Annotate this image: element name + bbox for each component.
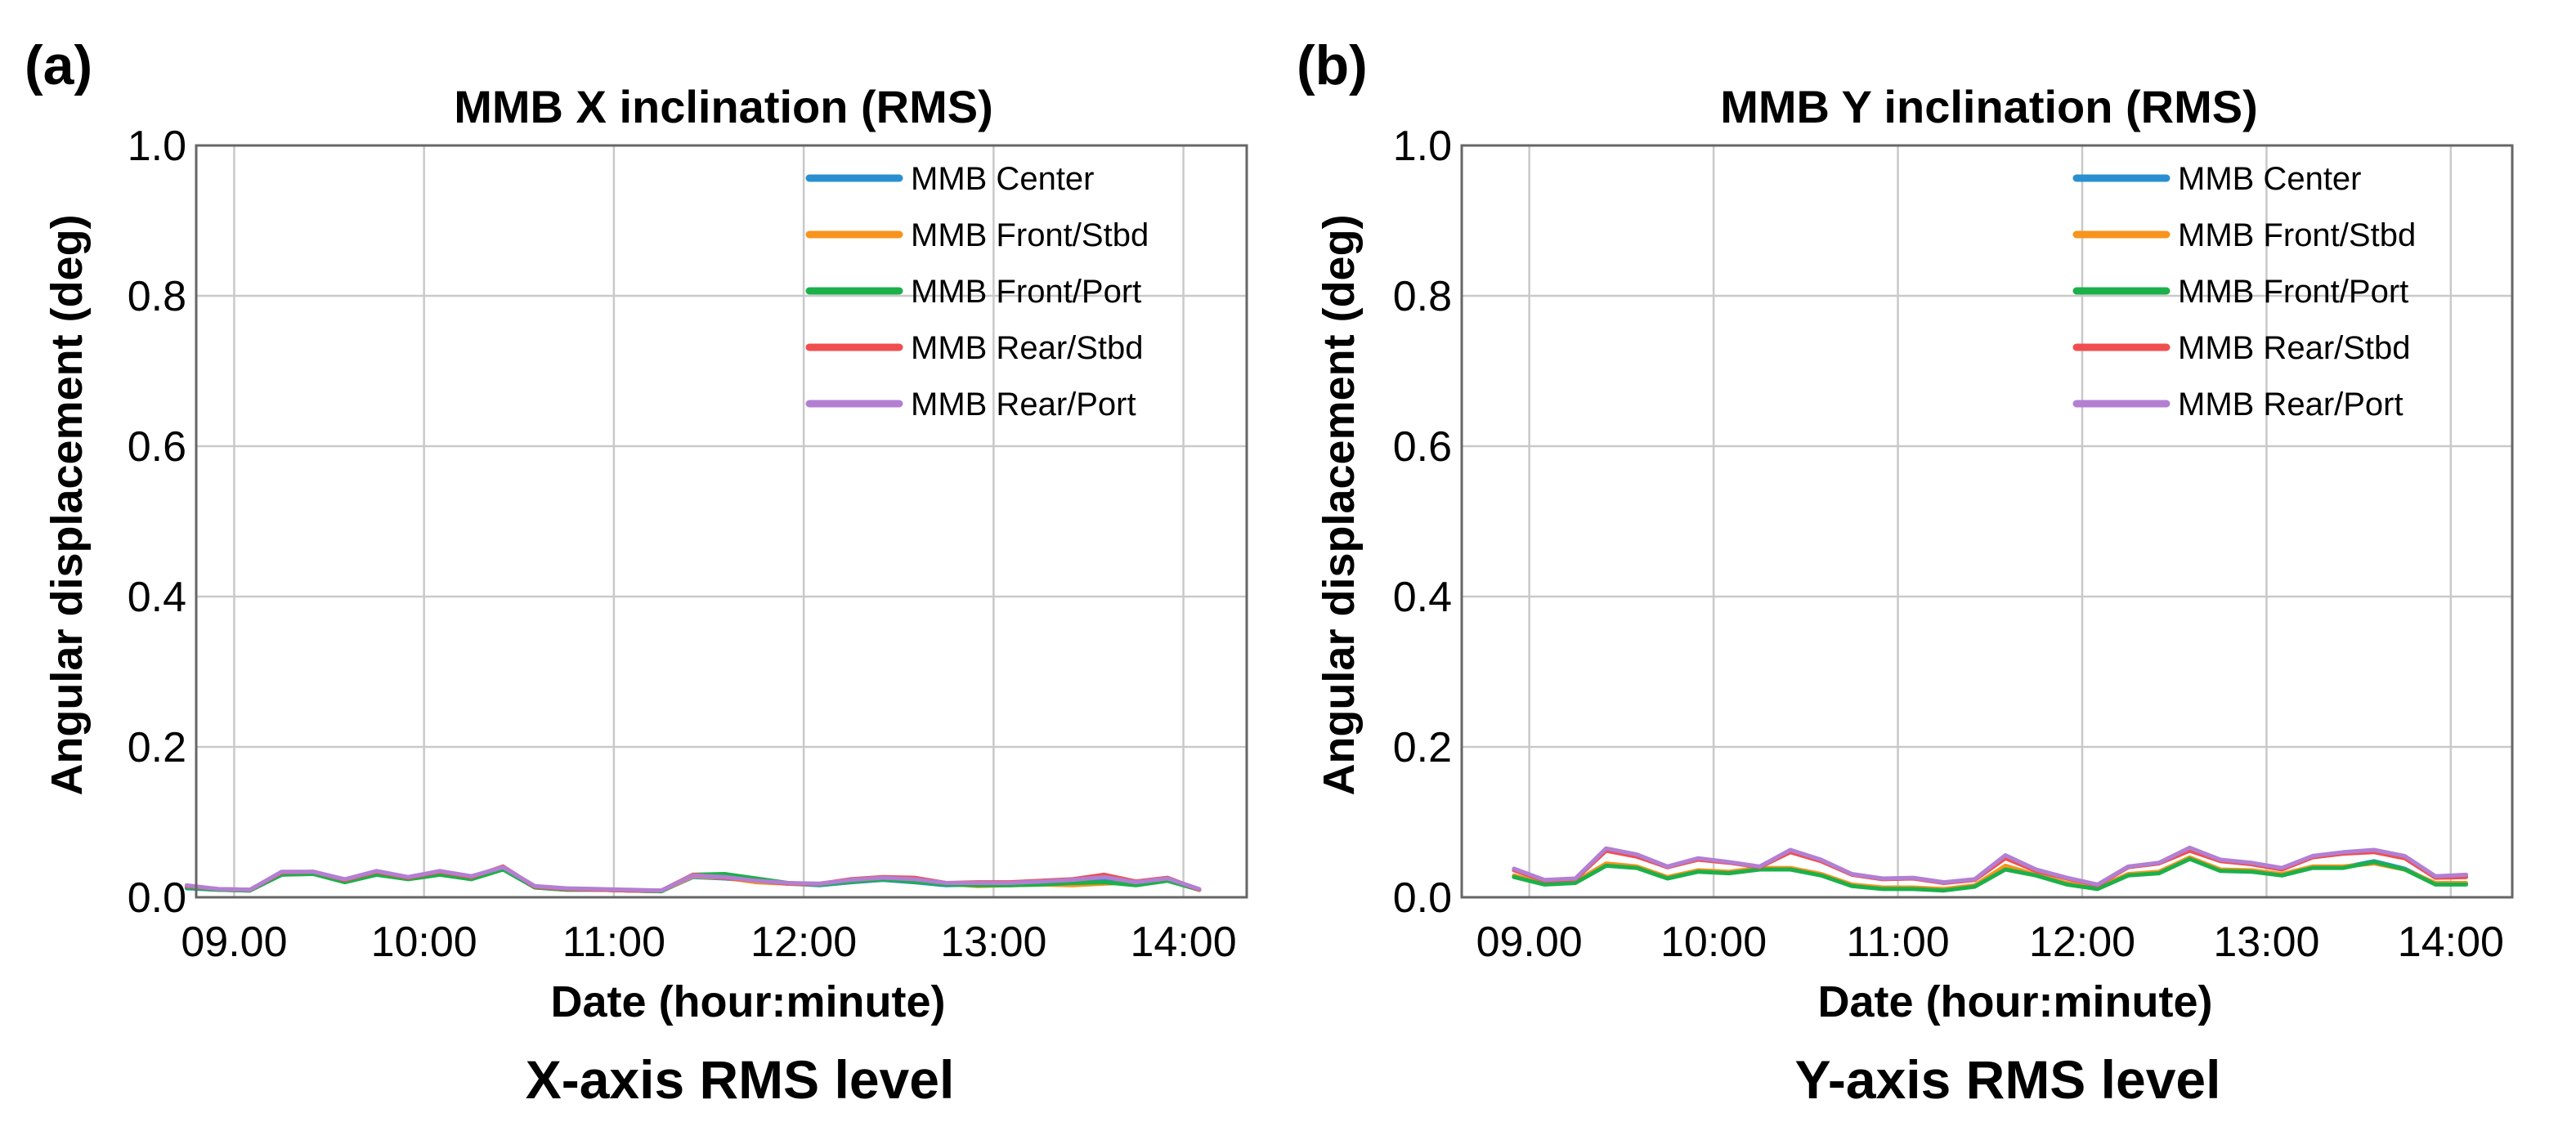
chart-b-y-tick-label: 0.0 [1393,874,1452,922]
chart-b-x-axis-label: Date (hour:minute) [1818,977,2213,1026]
chart-a-y-tick-label: 0.0 [128,874,186,922]
chart-b-tick-labels: 0.0 0.2 0.4 0.6 0.8 1.0 09.00 10:00 11:00 12:00 13… [1393,123,2504,966]
chart-a-x-tick-label: 14:00 [1131,919,1237,966]
chart-a-title: MMB X inclination (RMS) [454,81,993,132]
panel-b: (b) MMB Y inclination (RMS) Angular disp… [1297,34,2514,1110]
chart-a-gridlines [196,145,1247,897]
chart-b-y-axis-label: Angular displacement (deg) [1315,214,1364,795]
chart-b-legend-label: MMB Center [2178,161,2362,197]
chart-a-y-tick-label: 0.4 [128,574,186,621]
chart-a-series-mmb-rear-port [184,865,1202,893]
chart-b-x-tick-label: 13:00 [2213,919,2319,966]
chart-a-legend-label: MMB Front/Stbd [911,217,1149,253]
chart-b-x-tick-label: 11:00 [1846,919,1949,966]
chart-a-legend-label: MMB Center [911,161,1095,197]
panel-a-label: (a) [25,34,92,96]
chart-b-x-tick-label: 14:00 [2398,919,2504,966]
chart-b-y-tick-label: 0.6 [1393,423,1452,471]
chart-b-series-mmb-front-port [1512,856,2469,893]
chart-b-series-lines [1512,845,2469,893]
chart-b-gridlines [1462,145,2512,897]
panel-a: (a) MMB X inclination (RMS) Angular disp… [25,34,1248,1110]
chart-a-y-tick-label: 1.0 [128,123,186,170]
chart-a-plot-frame [195,144,1248,899]
chart-b-legend: MMB Center MMB Front/Stbd MMB Front/Port MM… [2072,161,2416,422]
chart-b-y-tick-label: 1.0 [1393,123,1452,170]
chart-a-x-tick-label: 11:00 [562,919,665,966]
chart-a-series-lines [184,864,1202,894]
chart-a-x-tick-label: 13:00 [940,919,1046,966]
chart-a-y-tick-label: 0.8 [128,273,186,320]
chart-a-caption: X-axis RMS level [526,1049,955,1110]
chart-b-legend-label: MMB Rear/Port [2178,387,2404,422]
chart-a-y-tick-label: 0.2 [128,724,186,771]
chart-a-x-tick-label: 10:00 [371,919,477,966]
chart-a-y-axis-label: Angular displacement (deg) [43,214,92,795]
chart-b-legend-label: MMB Front/Stbd [2178,217,2416,253]
chart-b-title: MMB Y inclination (RMS) [1720,81,2257,132]
chart-b-x-tick-label: 09.00 [1476,919,1583,966]
chart-a-y-tick-label: 0.6 [128,423,186,471]
chart-b-plot-frame [1460,144,2514,899]
chart-b-y-tick-label: 0.4 [1393,574,1452,621]
chart-a-legend-label: MMB Rear/Stbd [911,330,1144,366]
panel-b-label: (b) [1297,34,1368,96]
chart-b-series-mmb-rear-port [1512,845,2469,887]
chart-b-x-tick-label: 12:00 [2029,919,2135,966]
chart-a-x-tick-label: 12:00 [750,919,857,966]
chart-b-legend-label: MMB Rear/Stbd [2178,330,2411,366]
chart-b-legend-label: MMB Front/Port [2178,274,2408,310]
chart-b-x-tick-label: 10:00 [1660,919,1767,966]
chart-a-tick-labels: 0.0 0.2 0.4 0.6 0.8 1.0 09.00 10:00 11:00 12:00 13… [128,123,1237,966]
chart-b-y-tick-label: 0.8 [1393,273,1452,320]
chart-a-legend-label: MMB Front/Port [911,274,1141,310]
chart-a-legend: MMB Center MMB Front/Stbd MMB Front/Port MM… [805,161,1149,422]
chart-a-x-tick-label: 09.00 [181,919,287,966]
chart-b-y-tick-label: 0.2 [1393,724,1452,771]
chart-a-legend-label: MMB Rear/Port [911,387,1136,422]
chart-b-caption: Y-axis RMS level [1795,1049,2221,1110]
chart-a-x-axis-label: Date (hour:minute) [551,977,946,1026]
